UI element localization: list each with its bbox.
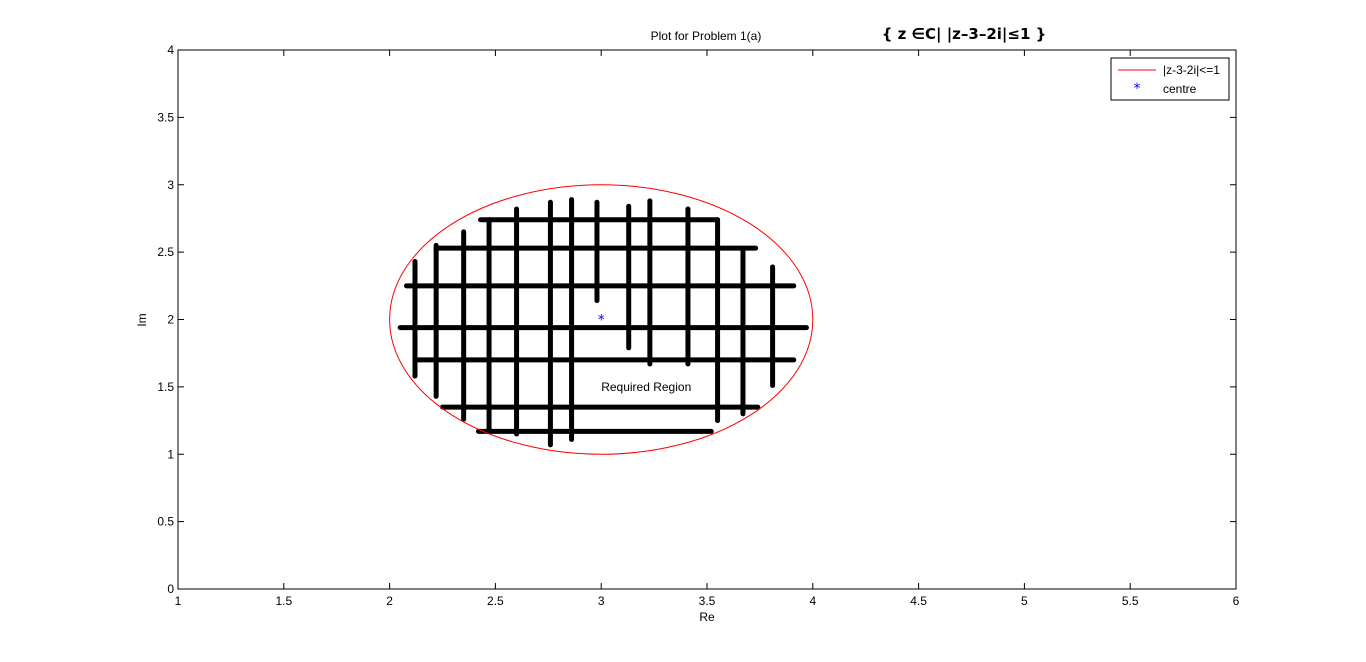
x-tick-label: 4 [809, 594, 816, 608]
chart-title: Plot for Problem 1(a) [651, 29, 762, 43]
x-tick-label: 1 [175, 594, 182, 608]
annotation-label: Required Region [601, 380, 691, 394]
x-tick-label: 5 [1021, 594, 1028, 608]
plot-area [178, 50, 1236, 589]
x-tick-label: 6 [1233, 594, 1240, 608]
x-tick-label: 3 [598, 594, 605, 608]
y-axis-label: Im [135, 313, 149, 326]
x-tick-label: 2.5 [487, 594, 504, 608]
x-tick-label: 3.5 [699, 594, 716, 608]
legend-entry-circle: |z-3-2i|<=1 [1163, 63, 1220, 77]
x-tick-label: 5.5 [1122, 594, 1139, 608]
math-title: { z ∈C| |z–3–2i|≤1 } [882, 25, 1047, 44]
legend-entry-centre: centre [1163, 82, 1197, 96]
legend: |z-3-2i|<=1 * centre [1111, 58, 1229, 100]
y-tick-label: 0.5 [157, 515, 174, 529]
y-tick-label: 3.5 [157, 110, 174, 124]
y-tick-label: 4 [167, 43, 174, 57]
y-tick-label: 2 [167, 313, 174, 327]
x-tick-label: 1.5 [275, 594, 292, 608]
centre-marker: * [598, 313, 605, 329]
legend-swatch-centre: * [1134, 81, 1141, 97]
y-tick-label: 2.5 [157, 245, 174, 259]
x-tick-label: 4.5 [910, 594, 927, 608]
y-tick-label: 1.5 [157, 380, 174, 394]
y-tick-label: 1 [167, 447, 174, 461]
y-tick-label: 0 [167, 582, 174, 596]
annotations: Required Region [601, 380, 691, 394]
x-tick-label: 2 [386, 594, 393, 608]
x-axis-label: Re [699, 610, 715, 624]
y-tick-label: 3 [167, 178, 174, 192]
